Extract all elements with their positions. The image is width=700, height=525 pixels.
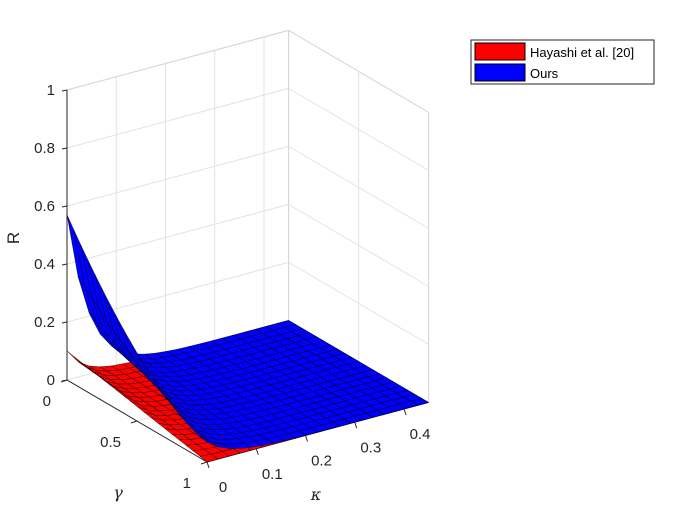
y-tick-mark-2 bbox=[200, 461, 208, 465]
x-tick-mark-3 bbox=[354, 422, 358, 429]
z-tick-label-4: 0.8 bbox=[34, 140, 55, 157]
y-tick-label-0: 0 bbox=[43, 393, 51, 410]
x-tick-label-0: 0 bbox=[219, 479, 227, 496]
x-tick-label-3: 0.3 bbox=[360, 439, 381, 456]
z-tick-label-1: 0.2 bbox=[34, 314, 55, 331]
y-axis-label: γ bbox=[113, 483, 123, 502]
box-edge-0 bbox=[66, 29, 289, 91]
z-tick-label-5: 1 bbox=[47, 82, 55, 99]
grid-line-back-z-3 bbox=[66, 145, 289, 207]
x-tick-mark-4 bbox=[403, 408, 407, 416]
x-tick-label-2: 0.2 bbox=[311, 453, 332, 470]
axis-ticks: 0 0.2 0.4 0.6 0.8 1 0 0.5 1 0 0.1 0.2 0.3 0.4 bbox=[34, 82, 430, 496]
z-tick-label-3: 0.6 bbox=[34, 198, 55, 215]
x-tick-mark-1 bbox=[255, 448, 259, 455]
z-tick-mark-5 bbox=[61, 89, 68, 92]
y-tick-mark-1 bbox=[130, 420, 138, 424]
z-tick-label-0: 0 bbox=[47, 372, 55, 389]
z-tick-label-2: 0.4 bbox=[34, 256, 55, 273]
x-tick-label-4: 0.4 bbox=[410, 426, 431, 443]
legend-label-ours: Ours bbox=[530, 66, 559, 81]
legend: Hayashi et al. [20] Ours bbox=[470, 39, 655, 85]
x-tick-label-1: 0.1 bbox=[262, 466, 283, 483]
z-tick-mark-3 bbox=[61, 205, 68, 208]
x-axis-label: κ bbox=[310, 485, 322, 504]
box-edge-2 bbox=[288, 29, 429, 113]
legend-swatch-ours bbox=[474, 63, 526, 82]
surface-plot bbox=[66, 214, 430, 463]
grid-line-back-z-4 bbox=[66, 87, 289, 149]
surface-facet-ours-0-19 bbox=[199, 436, 219, 447]
x-tick-mark-2 bbox=[305, 435, 308, 442]
y-tick-label-1: 0.5 bbox=[100, 434, 121, 451]
grid-line-back-z-2 bbox=[66, 203, 289, 265]
surface-facet-hayashi-0-19 bbox=[199, 453, 219, 463]
x-tick-mark-0 bbox=[206, 461, 210, 469]
z-tick-mark-2 bbox=[61, 263, 68, 266]
z-axis-label: R bbox=[4, 232, 23, 244]
legend-swatch-hayashi bbox=[474, 42, 526, 61]
z-tick-mark-1 bbox=[61, 321, 68, 324]
y-tick-mark-0 bbox=[60, 379, 68, 383]
y-tick-label-2: 1 bbox=[183, 475, 191, 492]
legend-label-hayashi: Hayashi et al. [20] bbox=[530, 45, 634, 60]
z-tick-mark-4 bbox=[61, 147, 68, 150]
